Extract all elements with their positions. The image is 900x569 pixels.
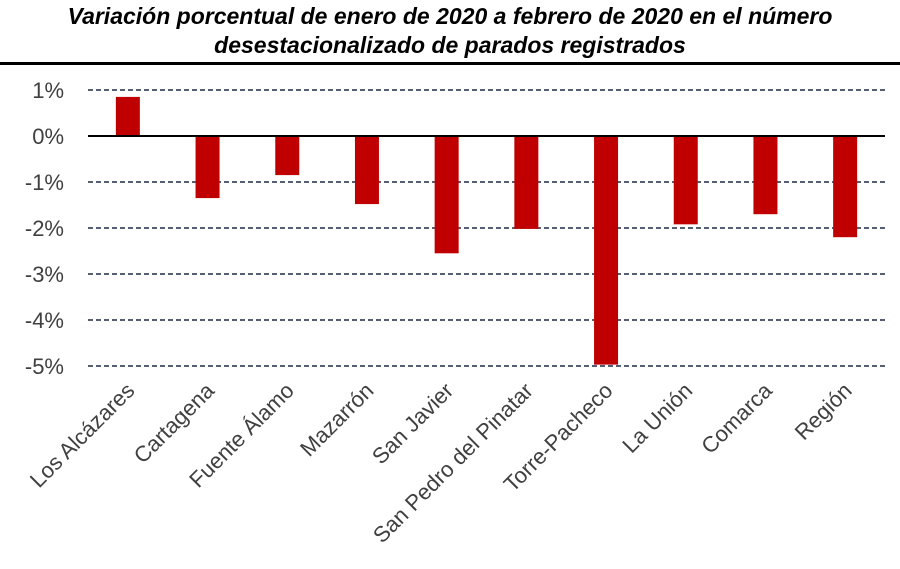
y-tick-label: -5% <box>25 354 64 379</box>
chart-title-line-2: desestacionalizado de parados registrado… <box>214 32 686 58</box>
x-category-label: Los Alcázares <box>25 378 140 493</box>
y-tick-label: -1% <box>25 170 64 195</box>
y-tick-label: -2% <box>25 216 64 241</box>
bar <box>195 136 220 199</box>
chart-title-line-1: Variación porcentual de enero de 2020 a … <box>67 3 833 29</box>
y-axis-tick-labels: 1% 0% -1% -2% -3% -4% -5% <box>25 78 64 379</box>
bar <box>354 136 379 205</box>
y-tick-label: 0% <box>32 124 64 149</box>
y-tick-label: 1% <box>32 78 64 103</box>
bar <box>833 136 858 238</box>
chart-title: Variación porcentual de enero de 2020 a … <box>0 2 900 60</box>
x-category-label: San Pedro del Pinatar <box>368 378 538 548</box>
x-category-label: Mazarrón <box>295 378 378 461</box>
bar <box>275 136 300 176</box>
x-category-label: Comarca <box>696 377 777 458</box>
bar <box>673 136 698 225</box>
gridlines <box>88 89 885 367</box>
bar <box>434 136 459 254</box>
bars <box>115 96 858 365</box>
bar <box>753 136 778 215</box>
bar <box>514 136 539 229</box>
y-tick-label: -3% <box>25 262 64 287</box>
y-tick-label: -4% <box>25 308 64 333</box>
x-category-label: La Unión <box>617 378 697 458</box>
x-category-label: Región <box>790 378 857 445</box>
bar <box>594 136 619 365</box>
title-divider <box>0 62 900 65</box>
bar <box>115 96 140 136</box>
